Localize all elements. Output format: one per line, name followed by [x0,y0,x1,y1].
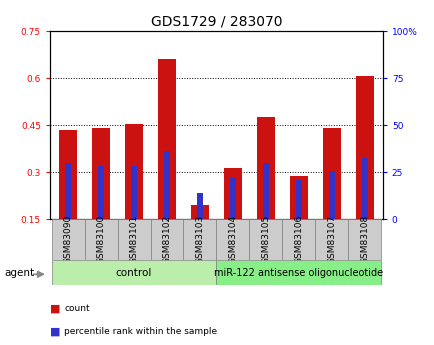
Bar [85,219,117,260]
Bar [315,219,347,260]
Bar [355,77,373,219]
Bar [52,219,85,260]
Bar [224,168,241,219]
Text: agent: agent [4,268,34,277]
Bar [98,166,104,219]
Title: GDS1729 / 283070: GDS1729 / 283070 [150,14,282,29]
Text: ■: ■ [50,326,60,336]
Text: GSM83108: GSM83108 [359,215,368,264]
Bar [131,166,137,219]
Bar [183,219,216,260]
Text: GSM83090: GSM83090 [63,215,72,264]
Bar [92,128,110,219]
Bar [65,162,71,219]
Bar [322,128,340,219]
Bar [52,260,216,285]
Bar [191,205,208,219]
Text: miR-122 antisense oligonucleotide: miR-122 antisense oligonucleotide [214,268,382,277]
Bar [249,219,282,260]
Bar [164,151,170,219]
Text: count: count [64,304,90,313]
Text: GSM83102: GSM83102 [162,215,171,264]
Text: GSM83106: GSM83106 [294,215,302,264]
Text: ■: ■ [50,304,60,314]
Bar [328,171,334,219]
Bar [158,59,176,219]
Bar [289,176,307,219]
Text: GSM83105: GSM83105 [261,215,270,264]
Text: GSM83100: GSM83100 [96,215,105,264]
Text: GSM83101: GSM83101 [129,215,138,264]
Text: control: control [115,268,152,277]
Bar [262,163,268,219]
Bar [256,117,274,219]
Bar [197,194,202,219]
Bar [59,130,77,219]
Bar [150,219,183,260]
Text: GSM83107: GSM83107 [326,215,335,264]
Bar [282,219,315,260]
Text: percentile rank within the sample: percentile rank within the sample [64,327,217,336]
Bar [361,158,367,219]
Bar [117,219,150,260]
Bar [125,124,143,219]
Text: GSM83103: GSM83103 [195,215,204,264]
Bar [347,219,380,260]
Bar [230,177,235,219]
Bar [295,180,301,219]
Bar [216,219,249,260]
Text: GSM83104: GSM83104 [228,215,237,264]
Bar [216,260,380,285]
